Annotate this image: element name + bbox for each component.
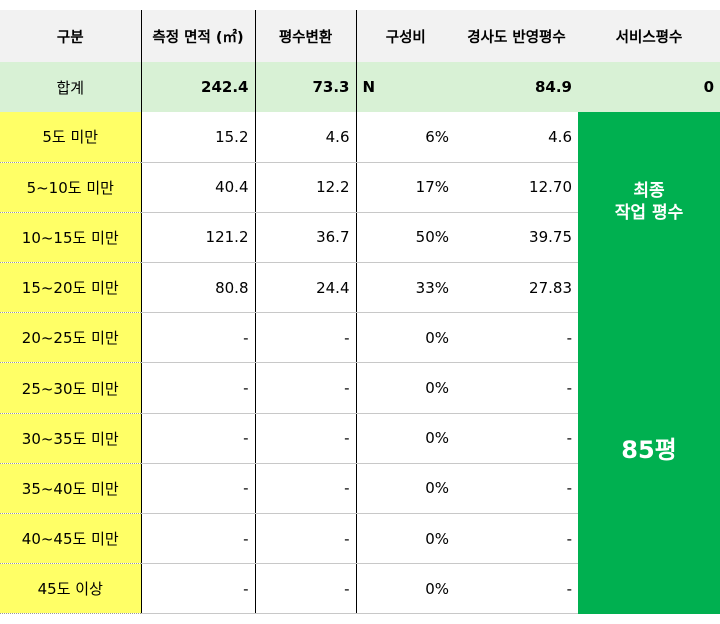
total-slope: 84.9	[455, 62, 578, 112]
final-title: 최종 작업 평수	[578, 180, 720, 224]
row-area: -	[140, 563, 255, 615]
row-slope: -	[455, 563, 578, 615]
row-slope: 39.75	[455, 212, 578, 264]
table-row: 20~25도 미만 - -0% -	[0, 312, 720, 364]
total-area: 242.4	[140, 62, 255, 112]
row-slope: -	[455, 413, 578, 464]
total-ratio: N	[355, 62, 455, 112]
row-area: -	[140, 362, 255, 414]
row-pyeong: -	[254, 463, 356, 515]
row-label: 45도 이상	[0, 563, 141, 615]
final-work-area-cell: 최종 작업 평수 85평	[578, 112, 720, 614]
row-pyeong: 24.4	[254, 262, 356, 314]
row-area: -	[140, 513, 255, 565]
header-service-pyeong: 서비스평수	[578, 10, 720, 62]
row-ratio: 6%	[355, 112, 455, 163]
row-area: -	[140, 312, 255, 364]
row-slope: -	[455, 362, 578, 414]
row-label: 35~40도 미만	[0, 463, 141, 515]
row-area: 121.2	[140, 212, 255, 264]
header-measured-area: 측정 면적 (㎡)	[140, 10, 255, 62]
row-slope: -	[455, 513, 578, 565]
table-row: 40~45도 미만 - -0% -	[0, 513, 720, 565]
row-ratio: 0%	[355, 362, 455, 414]
header-row: 구분 측정 면적 (㎡) 평수변환 구성비 경사도 반영평수 서비스평수	[0, 10, 720, 62]
final-title-line2: 작업 평수	[614, 203, 684, 223]
header-pyeong: 평수변환	[254, 10, 356, 62]
row-label: 20~25도 미만	[0, 312, 141, 364]
row-ratio: 0%	[355, 312, 455, 364]
table-row: 5~10도 미만 40.4 12.2 17% 12.70	[0, 162, 720, 213]
row-label: 10~15도 미만	[0, 212, 141, 264]
total-pyeong: 73.3	[254, 62, 356, 112]
row-pyeong: -	[254, 312, 356, 364]
row-label: 5도 미만	[0, 112, 141, 163]
header-slope-pyeong: 경사도 반영평수	[455, 10, 578, 62]
table-row: 5도 미만 15.2 4.6 6% 4.6 최종 작업 평수 85평	[0, 112, 720, 614]
row-pyeong: 12.2	[254, 162, 356, 213]
row-label: 40~45도 미만	[0, 513, 141, 565]
row-ratio: 50%	[355, 212, 455, 264]
row-label: 25~30도 미만	[0, 362, 141, 414]
slope-area-table: 구분 측정 면적 (㎡) 평수변환 구성비 경사도 반영평수 서비스평수 합계 …	[0, 10, 720, 615]
row-area: 80.8	[140, 262, 255, 314]
row-label: 15~20도 미만	[0, 262, 141, 314]
table-row: 35~40도 미만 - -0% -	[0, 463, 720, 515]
row-pyeong: -	[254, 362, 356, 414]
table-row: 45도 이상 - -0% -	[0, 563, 720, 615]
row-ratio: 0%	[355, 563, 455, 615]
row-area: 15.2	[140, 112, 255, 163]
row-slope: 27.83	[455, 262, 578, 314]
row-pyeong: -	[254, 513, 356, 565]
final-title-line1: 최종	[633, 181, 665, 201]
row-slope: -	[455, 312, 578, 364]
row-ratio: 0%	[355, 413, 455, 464]
row-ratio: 17%	[355, 162, 455, 213]
row-ratio: 0%	[355, 463, 455, 515]
row-label: 5~10도 미만	[0, 162, 141, 213]
row-area: -	[140, 463, 255, 515]
total-label: 합계	[0, 62, 141, 112]
row-area: -	[140, 413, 255, 464]
row-slope: -	[455, 463, 578, 515]
row-ratio: 0%	[355, 513, 455, 565]
table-row: 30~35도 미만 - -0% -	[0, 413, 720, 464]
row-ratio: 33%	[355, 262, 455, 314]
header-category: 구분	[0, 10, 141, 62]
row-label: 30~35도 미만	[0, 413, 141, 464]
table-row: 15~20도 미만 80.8 24.4 33% 27.83	[0, 262, 720, 314]
row-slope: 12.70	[455, 162, 578, 213]
table-row: 25~30도 미만 - -0% -	[0, 362, 720, 414]
row-slope: 4.6	[455, 112, 578, 163]
header-ratio: 구성비	[355, 10, 455, 62]
final-value: 85평	[621, 436, 677, 464]
row-area: 40.4	[140, 162, 255, 213]
row-pyeong: 36.7	[254, 212, 356, 264]
row-pyeong: -	[254, 563, 356, 615]
total-row: 합계 242.4 73.3 N 84.9 0	[0, 62, 720, 112]
total-service: 0	[578, 62, 720, 112]
row-pyeong: 4.6	[254, 112, 356, 163]
table-row: 10~15도 미만 121.2 36.7 50% 39.75	[0, 212, 720, 264]
row-pyeong: -	[254, 413, 356, 464]
